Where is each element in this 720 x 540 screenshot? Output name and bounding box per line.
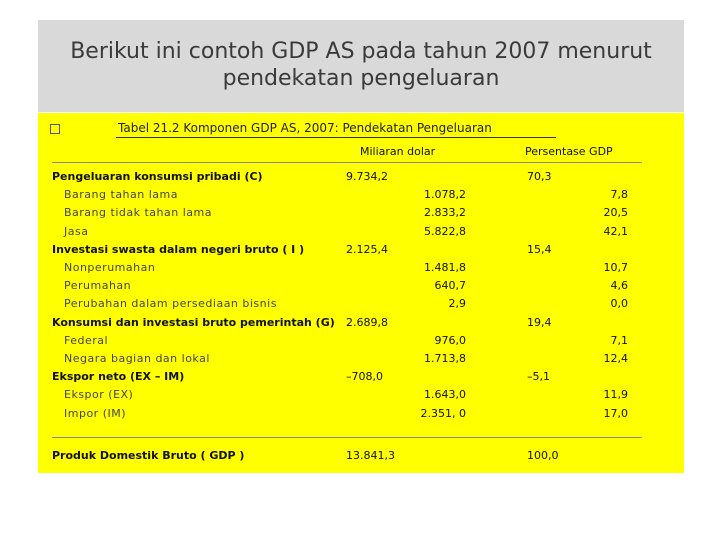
row-label: Perubahan dalam persediaan bisnis — [64, 297, 277, 311]
row-percent: 70,3 — [527, 170, 552, 183]
row-value: –708,0 — [346, 370, 383, 384]
row-label: Impor (IM) — [64, 406, 127, 420]
table-row: Investasi swasta dalam negeri bruto ( I … — [38, 243, 684, 261]
row-label: Ekspor neto (EX – IM) — [52, 370, 185, 384]
row-label: Nonperumahan — [64, 261, 156, 274]
row-percent: 11,9 — [603, 388, 629, 402]
row-label: Ekspor (EX) — [64, 388, 134, 402]
table-row: Barang tahan lama 1.078,2 7,8 — [38, 188, 684, 206]
table-row: Federal 976,0 7,1 — [38, 334, 684, 352]
header-divider — [52, 162, 642, 163]
table-row-total: Produk Domestik Bruto ( GDP ) 13.841,3 1… — [38, 449, 684, 467]
row-percent: 17,0 — [603, 406, 629, 420]
row-percent: 4,6 — [610, 279, 629, 293]
row-value: 2,9 — [448, 297, 467, 311]
table-row: Konsumsi dan investasi bruto pemerintah … — [38, 316, 684, 334]
table-row: Barang tidak tahan lama 2.833,2 20,5 — [38, 206, 684, 224]
slide-title-line-2: pendekatan pengeluaran — [222, 66, 500, 91]
row-percent: 100,0 — [527, 449, 559, 462]
row-percent: –5,1 — [527, 370, 550, 384]
row-value: 2.125,4 — [346, 242, 388, 256]
row-value: 1.481,8 — [424, 261, 466, 274]
total-divider — [52, 437, 642, 438]
row-value: 640,7 — [434, 279, 467, 293]
row-percent: 10,7 — [603, 261, 629, 274]
table-panel: Tabel 21.2 Komponen GDP AS, 2007: Pendek… — [38, 113, 684, 473]
row-percent: 7,8 — [610, 188, 629, 202]
table-row: Ekspor neto (EX – IM) –708,0 –5,1 — [38, 370, 684, 388]
row-value: 5.822,8 — [424, 224, 466, 238]
table-caption: Tabel 21.2 Komponen GDP AS, 2007: Pendek… — [118, 121, 492, 135]
row-label: Pengeluaran konsumsi pribadi (C) — [52, 170, 263, 183]
table-row: Pengeluaran konsumsi pribadi (C) 9.734,2 7… — [38, 170, 684, 188]
row-label: Konsumsi dan investasi bruto pemerintah … — [52, 315, 335, 329]
col-header-percent: Persentase GDP — [525, 145, 613, 158]
bullet-square-icon — [50, 124, 60, 134]
row-label: Barang tidak tahan lama — [64, 206, 212, 220]
row-label: Federal — [64, 333, 109, 347]
table-row: Jasa 5.822,8 42,1 — [38, 225, 684, 243]
row-value: 9.734,2 — [346, 170, 388, 183]
row-percent: 12,4 — [603, 352, 629, 365]
row-value: 2.833,2 — [424, 206, 466, 220]
table-row: Perumahan 640,7 4,6 — [38, 279, 684, 297]
row-value: 2.351, 0 — [420, 406, 466, 420]
caption-underline — [116, 137, 556, 138]
row-value: 2.689,8 — [346, 315, 388, 329]
row-percent: 20,5 — [603, 206, 629, 220]
row-label: Negara bagian dan lokal — [64, 352, 210, 365]
table-row: Perubahan dalam persediaan bisnis 2,9 0,0 — [38, 297, 684, 315]
row-label: Produk Domestik Bruto ( GDP ) — [52, 449, 245, 462]
row-value: 13.841,3 — [346, 449, 395, 462]
slide-title: Berikut ini contoh GDP AS pada tahun 200… — [38, 38, 684, 92]
row-percent: 19,4 — [527, 315, 552, 329]
row-label: Perumahan — [64, 279, 132, 293]
row-percent: 42,1 — [603, 224, 629, 238]
table-row: Ekspor (EX) 1.643,0 11,9 — [38, 388, 684, 406]
row-value: 1.078,2 — [424, 188, 466, 202]
table-row: Impor (IM) 2.351, 0 17,0 — [38, 407, 684, 425]
row-label: Jasa — [64, 224, 89, 238]
slide-title-line-1: Berikut ini contoh GDP AS pada tahun 200… — [70, 39, 652, 64]
row-percent: 7,1 — [610, 333, 629, 347]
col-header-billions: Miliaran dolar — [360, 145, 436, 158]
row-label: Investasi swasta dalam negeri bruto ( I … — [52, 242, 305, 256]
row-label: Barang tahan lama — [64, 188, 178, 202]
table-row: Nonperumahan 1.481,8 10,7 — [38, 261, 684, 279]
row-percent: 15,4 — [527, 242, 552, 256]
row-value: 1.643,0 — [424, 388, 466, 402]
row-value: 1.713,8 — [424, 352, 466, 365]
slide-title-banner: Berikut ini contoh GDP AS pada tahun 200… — [38, 20, 684, 112]
row-percent: 0,0 — [610, 297, 629, 311]
row-value: 976,0 — [434, 333, 467, 347]
table-row: Negara bagian dan lokal 1.713,8 12,4 — [38, 352, 684, 370]
